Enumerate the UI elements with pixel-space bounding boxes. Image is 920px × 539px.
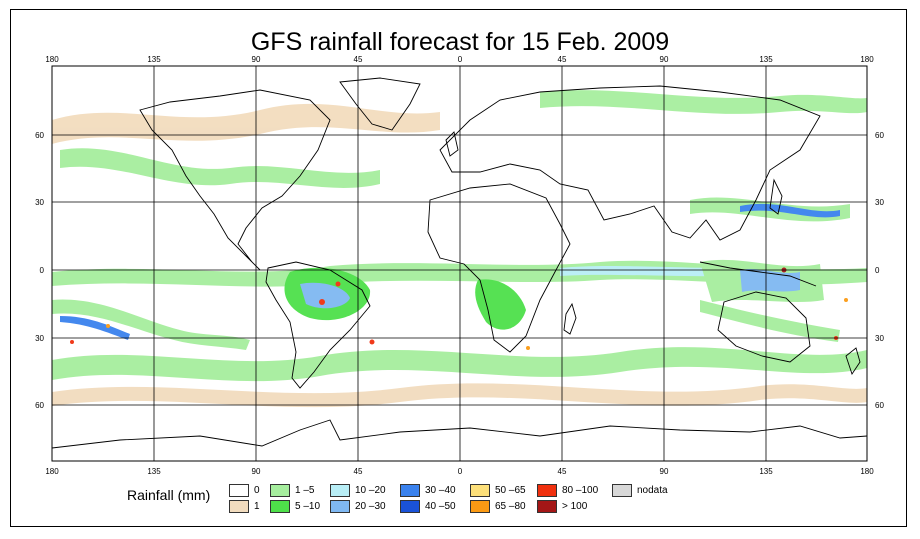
legend-swatch [400,484,420,497]
longitude-tick-label: 90 [660,55,669,64]
longitude-tick-label: 180 [860,467,874,476]
legend-swatch [270,484,290,497]
map-border [51,65,868,462]
longitude-labels-top: 180 135 90 45 0 45 90 135 180 [45,55,874,64]
legend-label: 1 [254,501,260,512]
legend-label: 80 –100 [562,485,599,496]
latitude-tick-label: 30 [35,198,44,207]
latitude-tick-label: 60 [35,401,44,410]
legend-swatch [470,484,490,497]
legend-swatch [400,500,420,513]
legend-label: 0 [254,485,260,496]
figure-frame [10,9,907,527]
latitude-tick-label: 30 [35,334,44,343]
legend-label: > 100 [562,501,588,512]
legend-swatch [270,500,290,513]
longitude-tick-label: 45 [354,55,363,64]
longitude-tick-label: 135 [759,467,773,476]
graticule [52,66,867,461]
map-title: GFS rainfall forecast for 15 Feb. 2009 [250,28,670,56]
latitude-labels-right: 60 30 0 30 60 [875,131,884,410]
latitude-tick-label: 60 [875,131,884,140]
legend-swatch [330,484,350,497]
coastlines [52,77,867,449]
latitude-tick-label: 0 [40,266,45,275]
legend-label: 30 –40 [425,485,456,496]
legend-swatch [330,500,350,513]
latitude-tick-label: 60 [875,401,884,410]
longitude-tick-label: 45 [354,467,363,476]
legend-swatch [229,484,249,497]
legend-label: 10 –20 [355,485,386,496]
longitude-tick-label: 90 [252,55,261,64]
longitude-tick-label: 180 [45,55,59,64]
longitude-tick-label: 45 [558,467,567,476]
longitude-tick-label: 90 [660,467,669,476]
legend-swatch [612,484,632,497]
longitude-tick-label: 180 [860,55,874,64]
legend-label: 1 –5 [295,485,315,496]
latitude-tick-label: 30 [875,334,884,343]
longitude-tick-label: 0 [458,467,463,476]
longitude-tick-label: 135 [147,55,161,64]
longitude-tick-label: 0 [458,55,463,64]
longitude-tick-label: 45 [558,55,567,64]
legend-label: 20 –30 [355,501,386,512]
longitude-labels-bottom: 180 135 90 45 0 45 90 135 180 [45,467,874,476]
legend-swatch [470,500,490,513]
longitude-tick-label: 90 [252,467,261,476]
latitude-labels-left: 60 30 0 30 60 [35,131,44,410]
latitude-tick-label: 60 [35,131,44,140]
legend-label: 65 –80 [495,501,526,512]
longitude-tick-label: 135 [759,55,773,64]
latitude-tick-label: 30 [875,198,884,207]
legend-swatch [537,500,557,513]
legend-label: 5 –10 [295,501,321,512]
longitude-tick-label: 180 [45,467,59,476]
legend-title: Rainfall (mm) [127,487,211,503]
legend-label: nodata [637,485,668,496]
latitude-tick-label: 0 [875,266,880,275]
legend-label: 40 –50 [425,501,456,512]
legend-label: 50 –65 [495,485,526,496]
legend-swatch [229,500,249,513]
longitude-tick-label: 135 [147,467,161,476]
legend-swatch [537,484,557,497]
